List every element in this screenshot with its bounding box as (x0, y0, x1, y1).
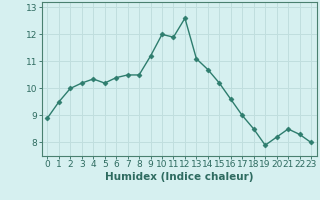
X-axis label: Humidex (Indice chaleur): Humidex (Indice chaleur) (105, 172, 253, 182)
